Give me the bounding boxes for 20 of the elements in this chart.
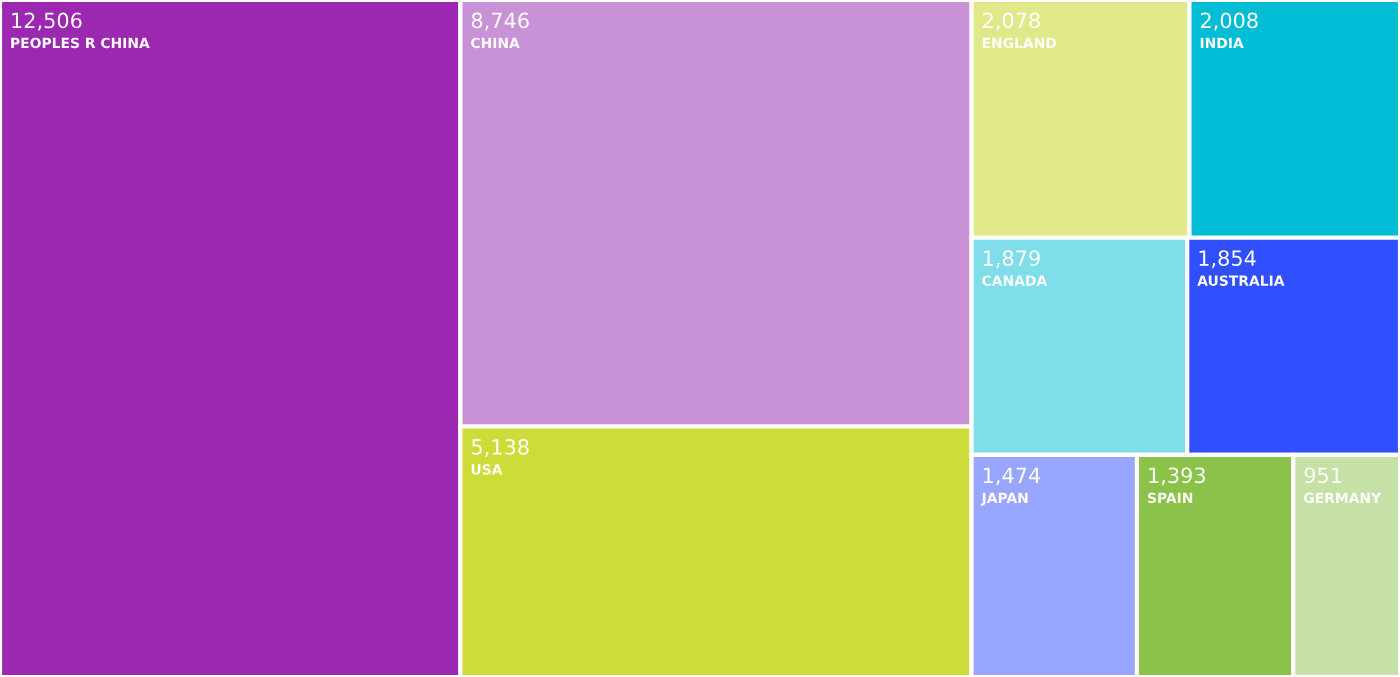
data-label: 1,393 [1149,467,1205,486]
category-label: ENGLAND [982,37,1057,49]
data-label: 951 [1304,467,1342,484]
data-label: 12,506 [12,12,82,31]
category-label: JAPAN [980,492,1028,506]
data-label: 1,879 [983,250,1040,269]
data-label: 5,138 [472,439,529,457]
data-label: 8,746 [471,12,529,31]
category-label: SPAIN [1147,492,1193,504]
data-label: 1,854 [1199,250,1256,269]
category-label: USA [471,464,503,475]
category-label: PEOPLES R CHINA [11,37,150,49]
category-label: CANADA [982,275,1048,286]
category-label: INDIA [1200,37,1244,48]
category-label: GERMANY [1303,492,1382,504]
data-label: 1,474 [983,467,1041,486]
category-label: CHINA [471,37,520,49]
data-label: 2,008 [1200,12,1258,31]
category-label: AUSTRALIA [1197,275,1285,286]
data-label: 2,078 [983,12,1040,31]
